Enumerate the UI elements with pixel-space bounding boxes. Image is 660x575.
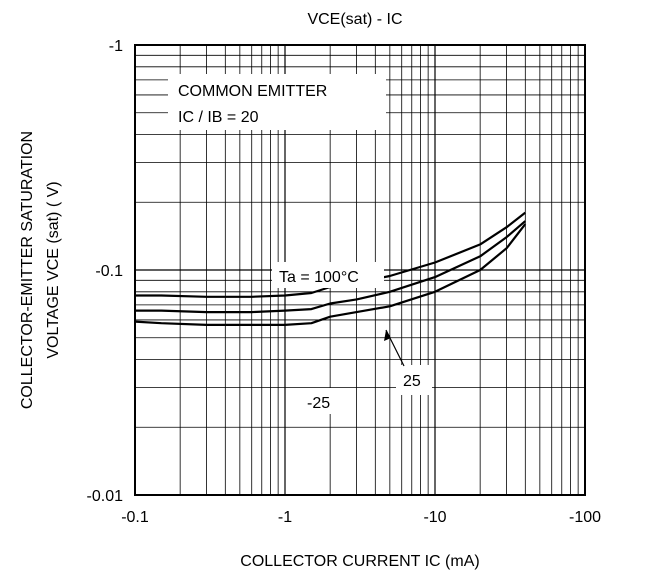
y-tick-label: -0.01 — [87, 488, 124, 505]
label-pointer-arrowhead — [384, 330, 391, 341]
x-axis-title: COLLECTOR CURRENT IC (mA) — [240, 553, 479, 570]
series-line-1 — [135, 220, 527, 314]
series-label-25: 25 — [403, 373, 421, 390]
x-tick-label: -100 — [569, 509, 601, 526]
series-line-2 — [134, 223, 527, 326]
x-tick-labels: -0.1 -1 -10 -100 — [121, 509, 601, 526]
y-tick-label: -0.1 — [95, 263, 123, 280]
chart-title: VCE(sat) - IC — [307, 11, 402, 28]
x-tick-label: -0.1 — [121, 509, 149, 526]
plot-frame — [134, 44, 586, 496]
series-label-100: Ta = 100°C — [279, 269, 359, 286]
series-label-m25: -25 — [307, 395, 330, 412]
x-tick-label: -10 — [423, 509, 446, 526]
annotation-box — [168, 74, 386, 130]
y-axis-title-line2: VOLTAGE VCE (sat) ( V) — [45, 181, 62, 358]
annotation-line1: COMMON EMITTER — [178, 83, 327, 100]
y-tick-label: -1 — [109, 38, 123, 55]
y-axis-title-line1: COLLECTOR-EMITTER SATURATION — [19, 131, 36, 409]
label-bg-100 — [272, 262, 384, 288]
y-tick-labels: -0.01 -0.1 -1 — [87, 38, 124, 505]
x-tick-label: -1 — [278, 509, 292, 526]
label-bg-25 — [396, 365, 432, 395]
label-bg-m25 — [300, 388, 348, 414]
annotation-line2: IC / IB = 20 — [178, 109, 259, 126]
